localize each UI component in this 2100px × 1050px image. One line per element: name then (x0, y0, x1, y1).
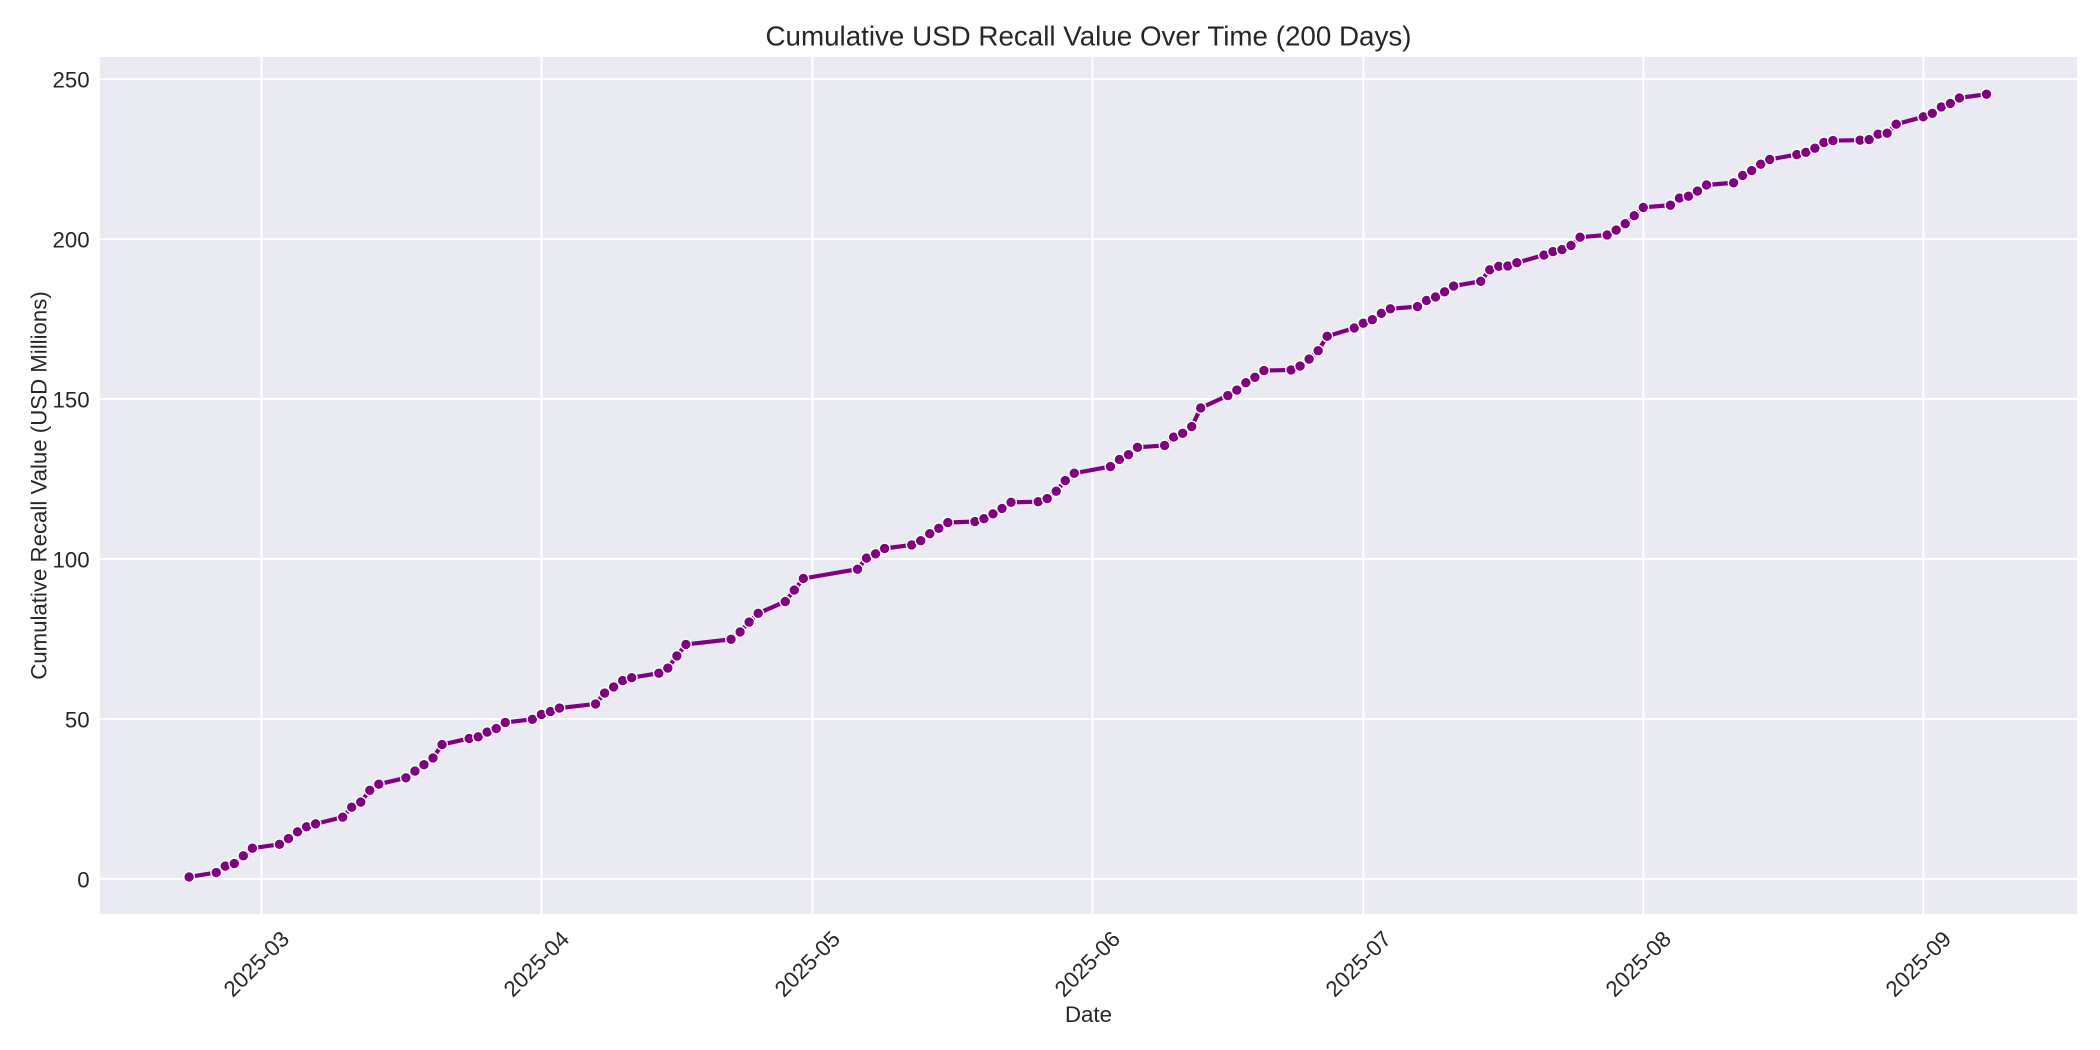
svg-text:Cumulative USD Recall Value Ov: Cumulative USD Recall Value Over Time (2… (765, 21, 1411, 52)
svg-text:200: 200 (53, 228, 90, 253)
svg-text:100: 100 (53, 547, 90, 572)
svg-text:Cumulative Recall Value (USD M: Cumulative Recall Value (USD Millions) (27, 291, 52, 680)
svg-text:50: 50 (65, 707, 90, 732)
svg-text:Date: Date (1065, 1002, 1112, 1027)
svg-text:250: 250 (53, 68, 90, 93)
svg-text:0: 0 (77, 867, 89, 892)
svg-text:150: 150 (53, 387, 90, 412)
